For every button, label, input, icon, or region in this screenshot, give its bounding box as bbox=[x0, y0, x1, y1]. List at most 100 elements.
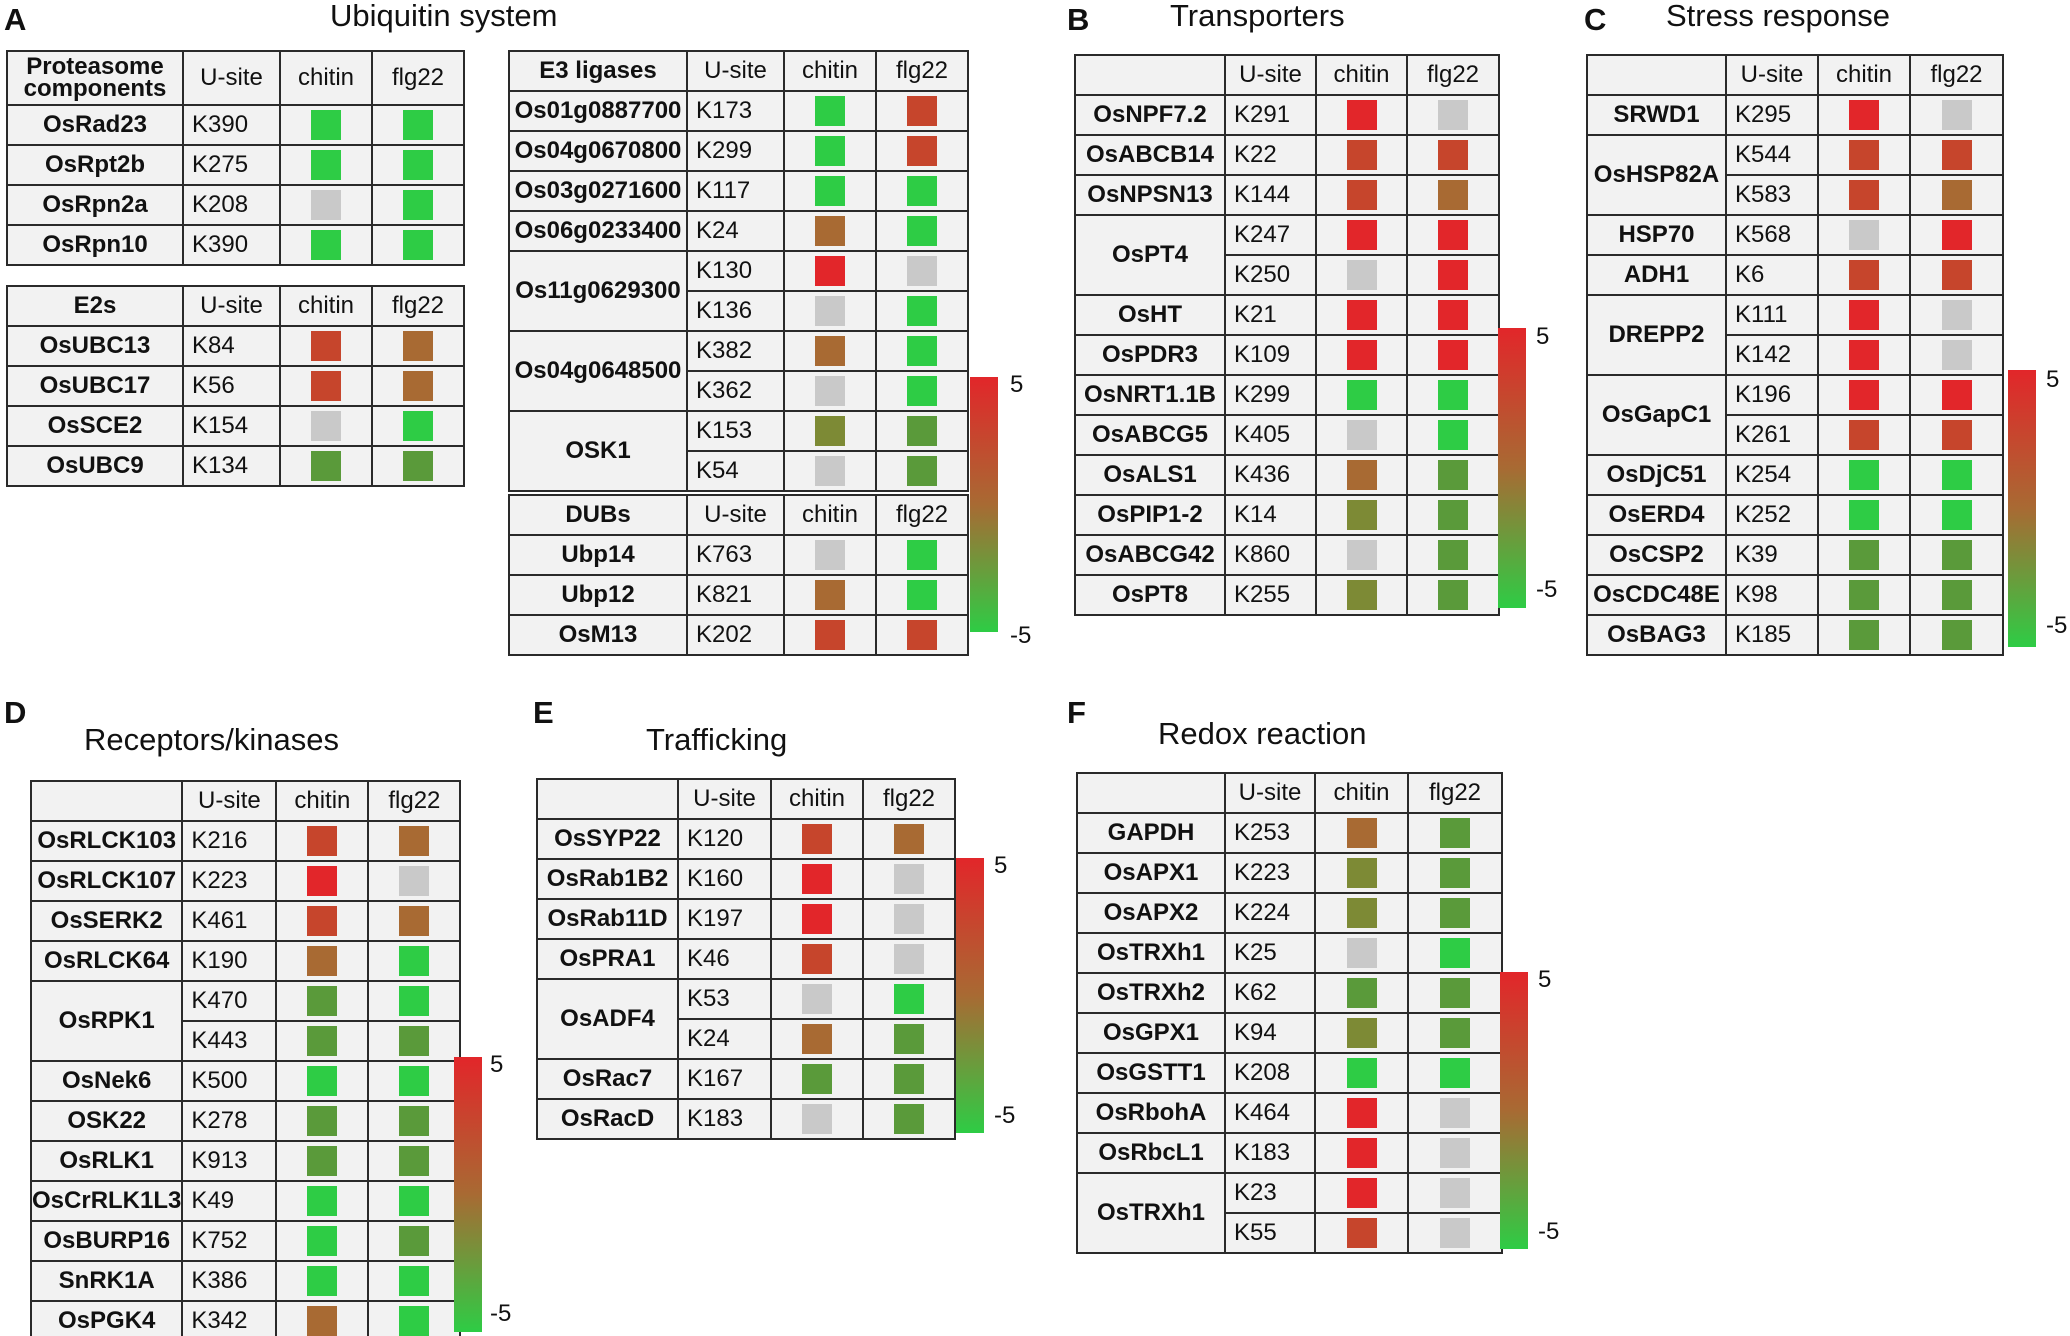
flg22-swatch bbox=[907, 376, 937, 406]
colorbar-min-label: -5 bbox=[1010, 622, 1032, 649]
chitin-cell bbox=[1315, 214, 1408, 256]
flg22-cell bbox=[1406, 334, 1500, 376]
flg22-swatch bbox=[399, 1186, 430, 1216]
flg22-swatch bbox=[399, 1106, 430, 1136]
gene-name: OsRpn10 bbox=[6, 224, 184, 266]
chitin-cell bbox=[1314, 852, 1409, 894]
u-site-cell: K390 bbox=[182, 224, 281, 266]
panel-letter-b: B bbox=[1067, 2, 1090, 37]
chitin-cell bbox=[279, 224, 373, 266]
gene-name: OsGapC1 bbox=[1586, 374, 1727, 456]
chitin-cell bbox=[783, 250, 877, 292]
panel-title-a: Ubiquitin system bbox=[330, 0, 558, 33]
panel-letter-a: A bbox=[4, 2, 27, 37]
table-row: OsRab1B2 K160 bbox=[536, 858, 956, 900]
flg22-cell bbox=[1909, 614, 2004, 656]
flg22-swatch bbox=[399, 1226, 430, 1256]
flg22-cell bbox=[367, 980, 462, 1022]
u-site-cell: K54 bbox=[686, 450, 785, 492]
colorbar-f bbox=[1500, 972, 1528, 1249]
u-site-cell: K185 bbox=[1725, 614, 1819, 656]
chitin-swatch bbox=[815, 620, 845, 650]
table-row: HSP70 K568 bbox=[1586, 214, 2004, 256]
chitin-swatch bbox=[1346, 500, 1377, 530]
flg22-cell bbox=[367, 1060, 462, 1102]
u-site-cell: K362 bbox=[686, 370, 785, 412]
colorbar-d bbox=[454, 1057, 482, 1332]
flg22-swatch bbox=[399, 1026, 430, 1056]
flg22-swatch bbox=[403, 150, 433, 180]
table-row: OsRacD K183 bbox=[536, 1098, 956, 1140]
chitin-cell bbox=[1314, 932, 1409, 974]
table-header-u-site: U-site bbox=[1224, 772, 1316, 814]
chitin-cell bbox=[279, 104, 373, 146]
table-header-u-site: U-site bbox=[181, 780, 278, 822]
gene-name: OsRLK1 bbox=[29, 1140, 184, 1182]
chitin-swatch bbox=[1346, 540, 1377, 570]
chitin-swatch bbox=[1346, 1218, 1377, 1248]
flg22-cell bbox=[1909, 494, 2004, 536]
gene-name: OsNRT1.1B bbox=[1074, 374, 1226, 416]
chitin-cell bbox=[783, 170, 877, 212]
chitin-swatch bbox=[1346, 220, 1377, 250]
chitin-swatch bbox=[1346, 938, 1377, 968]
table-row: K261 bbox=[1587, 414, 2004, 456]
chitin-swatch bbox=[802, 944, 832, 974]
flg22-swatch bbox=[1941, 500, 1972, 530]
flg22-cell bbox=[1909, 454, 2004, 496]
table-header-chitin: chitin bbox=[279, 50, 373, 106]
table-row: OsCrRLK1L3 K49 bbox=[29, 1180, 462, 1222]
flg22-swatch bbox=[403, 230, 433, 260]
chitin-swatch bbox=[1346, 460, 1377, 490]
u-site-cell: K49 bbox=[181, 1180, 278, 1222]
chitin-cell bbox=[1315, 294, 1408, 336]
gene-name: OsRPK1 bbox=[29, 980, 184, 1062]
gene-name: OsBAG3 bbox=[1586, 614, 1727, 656]
u-site-cell: K173 bbox=[686, 90, 785, 132]
chitin-cell bbox=[1314, 1132, 1409, 1174]
flg22-cell bbox=[862, 978, 956, 1020]
gene-name: OsABCB14 bbox=[1074, 134, 1226, 176]
gene-name: OsM13 bbox=[508, 614, 688, 656]
chitin-cell bbox=[1314, 1092, 1409, 1134]
gene-name: OsUBC13 bbox=[6, 325, 184, 367]
chitin-cell bbox=[783, 130, 877, 172]
flg22-cell bbox=[1407, 812, 1503, 854]
u-site-cell: K250 bbox=[1224, 254, 1317, 296]
chitin-cell bbox=[275, 1020, 370, 1062]
table-row: ADH1 K6 bbox=[1586, 254, 2004, 296]
chitin-cell bbox=[783, 370, 877, 412]
chitin-cell bbox=[1315, 454, 1408, 496]
gene-name: OsRLCK103 bbox=[29, 820, 184, 862]
flg22-cell bbox=[1407, 932, 1503, 974]
u-site-cell: K568 bbox=[1725, 214, 1819, 256]
table-row: K250 bbox=[1075, 254, 1500, 296]
flg22-swatch bbox=[1438, 300, 1468, 330]
table-header-chitin: chitin bbox=[1315, 54, 1408, 96]
gene-name: OsPDR3 bbox=[1074, 334, 1226, 376]
table-header-flg22: flg22 bbox=[371, 285, 465, 327]
table-row: K136 bbox=[509, 290, 969, 332]
table-row: OsTRXh1 K23 bbox=[1076, 1172, 1503, 1254]
u-site-cell: K56 bbox=[182, 365, 281, 407]
heatmap-table-b1: U-site chitin flg22 OsNPF7.2 K291 OsABCB14 K22… bbox=[1074, 54, 1500, 616]
chitin-swatch bbox=[311, 110, 341, 140]
chitin-cell bbox=[770, 1018, 864, 1060]
table-row: OsABCG5 K405 bbox=[1074, 414, 1500, 456]
u-site-cell: K62 bbox=[1224, 972, 1316, 1014]
chitin-swatch bbox=[1346, 100, 1377, 130]
gene-name: Os04g0648500 bbox=[508, 330, 688, 412]
flg22-swatch bbox=[1438, 540, 1468, 570]
flg22-swatch bbox=[403, 371, 433, 401]
gene-name: DREPP2 bbox=[1586, 294, 1727, 376]
chitin-cell bbox=[1315, 534, 1408, 576]
table-row: Os06g0233400 K24 bbox=[508, 210, 969, 252]
flg22-swatch bbox=[1440, 1018, 1470, 1048]
panel-letter-c: C bbox=[1584, 2, 1607, 37]
flg22-cell bbox=[1909, 94, 2004, 136]
chitin-swatch bbox=[311, 150, 341, 180]
flg22-swatch bbox=[403, 451, 433, 481]
flg22-cell bbox=[367, 1260, 462, 1302]
flg22-cell bbox=[371, 365, 465, 407]
flg22-cell bbox=[367, 940, 462, 982]
